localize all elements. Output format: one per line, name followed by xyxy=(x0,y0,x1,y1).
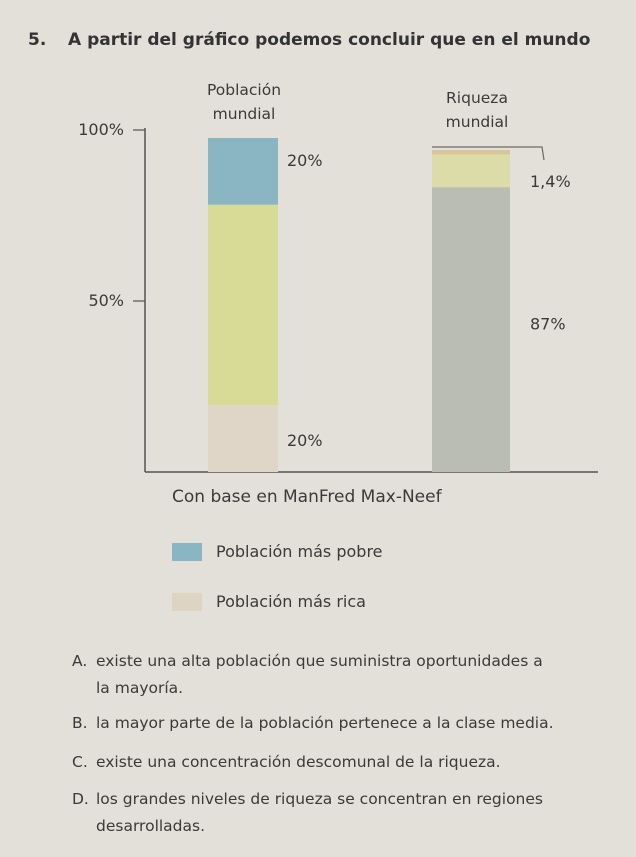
bar-segment xyxy=(208,138,278,205)
legend-swatch-poor xyxy=(172,542,202,561)
legend-label-rich: Población más rica xyxy=(216,592,366,611)
option-text-line: la mayor parte de la población pertenece… xyxy=(96,714,554,732)
option-d[interactable]: D. los grandes niveles de riqueza se conc… xyxy=(72,786,543,840)
bar-segment xyxy=(208,204,278,406)
bar-segment xyxy=(432,150,510,155)
option-a[interactable]: A. existe una alta población que suminist… xyxy=(72,648,543,702)
legend-label-poor: Población más pobre xyxy=(216,542,383,561)
category-label: Población xyxy=(207,81,281,99)
bracket-line xyxy=(432,146,545,161)
option-text-line: los grandes niveles de riqueza se concen… xyxy=(96,790,543,808)
data-label: 1,4% xyxy=(530,172,571,191)
y-tick-label: 50% xyxy=(88,291,124,310)
data-label: 20% xyxy=(287,151,323,170)
category-label: mundial xyxy=(213,105,276,123)
option-text-line: desarrolladas. xyxy=(96,817,206,835)
question-text: A partir del gráfico podemos concluir qu… xyxy=(68,30,591,50)
question-number: 5. xyxy=(28,30,47,50)
option-letter: B. xyxy=(72,714,88,732)
bar-segment xyxy=(432,187,510,472)
option-b[interactable]: B. la mayor parte de la población pertene… xyxy=(72,710,554,737)
legend-item-rich: Población más rica xyxy=(172,592,366,611)
category-label: Riqueza xyxy=(446,89,508,107)
option-letter: A. xyxy=(72,652,88,670)
bar-segment xyxy=(432,154,510,188)
option-c[interactable]: C. existe una concentración descomunal de… xyxy=(72,749,501,776)
category-label: mundial xyxy=(446,113,509,131)
option-letter: C. xyxy=(72,753,88,771)
chart-source: Con base en ManFred Max-Neef xyxy=(172,487,442,507)
option-letter: D. xyxy=(72,790,89,808)
option-text-line: existe una concentración descomunal de l… xyxy=(96,753,501,771)
legend-swatch-rich xyxy=(172,592,202,611)
legend-item-poor: Población más pobre xyxy=(172,542,383,561)
data-label: 87% xyxy=(530,315,566,334)
stacked-bar-chart: 100% 50% 20% 20% Población mundial 1,4% 87% Riqu… xyxy=(78,81,598,473)
data-label: 20% xyxy=(287,431,323,450)
option-text-line: existe una alta población que suministra… xyxy=(96,652,543,670)
y-tick-label: 100% xyxy=(78,120,124,139)
bar-segment xyxy=(208,405,278,472)
option-text-line: la mayoría. xyxy=(96,679,184,697)
